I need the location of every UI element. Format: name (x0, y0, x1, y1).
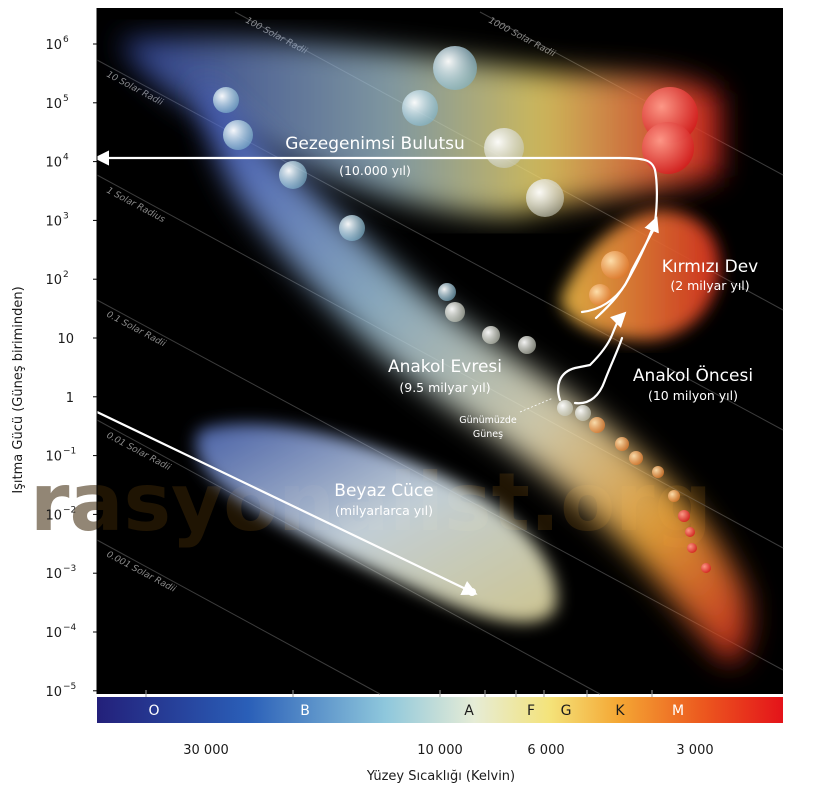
evolution-track (93, 150, 659, 595)
star (687, 543, 697, 553)
white-dwarf-band (195, 423, 557, 623)
star (589, 284, 611, 306)
label-pre-main-sequence-subtitle: (10 milyon yıl) (648, 388, 738, 403)
star (601, 251, 629, 279)
y-tick-label: 10 (45, 214, 62, 229)
y-tick-exponent: −4 (63, 623, 77, 633)
star (339, 215, 365, 241)
main-sequence-band (200, 80, 750, 665)
star (445, 302, 465, 322)
label-pre-main-sequence-title: Anakol Öncesi (633, 364, 753, 386)
label-white-dwarf-title: Beyaz Cüce (334, 481, 433, 501)
y-tick-exponent: 5 (63, 94, 69, 104)
star (678, 510, 690, 522)
sun-pointer (519, 397, 554, 413)
star (438, 283, 456, 301)
star (575, 405, 591, 421)
y-tick-exponent: 2 (63, 270, 69, 280)
y-tick-label: 10 (45, 626, 62, 641)
label-main-sequence-subtitle: (9.5 milyar yıl) (399, 380, 490, 395)
star (557, 400, 573, 416)
star (484, 128, 524, 168)
y-tick-label: 10 (45, 38, 62, 53)
y-tick-exponent: 6 (63, 35, 69, 45)
y-tick-exponent: −1 (63, 447, 76, 457)
label-main-sequence-title: Anakol Evresi (388, 357, 502, 377)
y-tick-exponent: −3 (63, 564, 76, 574)
y-axis-title: Işıtma Gücü (Güneş biriminden) (11, 286, 26, 493)
y-tick-label: 10 (45, 567, 62, 582)
spectral-class-f: F (527, 703, 535, 719)
spectral-labels: O B A F G K M (148, 703, 684, 719)
y-tick-label: 1 (66, 391, 74, 406)
region-labels: Gezegenimsi Bulutsu (10.000 yıl) Kırmızı… (285, 134, 758, 518)
star (223, 120, 253, 150)
y-tick-label: 10 (57, 332, 74, 347)
y-tick-label: 10 (45, 450, 62, 465)
stars (213, 46, 711, 596)
spectral-bar (97, 697, 783, 723)
supergiant-band (120, 37, 720, 216)
star (433, 46, 477, 90)
star (213, 87, 239, 113)
track-red-giant-loop (594, 223, 658, 320)
y-tick-exponent: −5 (63, 682, 76, 692)
label-sun-line1: Günümüzde (459, 415, 517, 426)
label-nebula-title: Gezegenimsi Bulutsu (285, 134, 465, 154)
radius-line-0.001 (96, 539, 381, 695)
x-tick-label: 10 000 (417, 743, 463, 758)
y-tick-label: 10 (45, 97, 62, 112)
star (526, 179, 564, 217)
label-sun-line2: Güneş (473, 429, 503, 440)
y-tick-exponent: 4 (63, 153, 69, 163)
star (518, 336, 536, 354)
star (279, 161, 307, 189)
track-horizontal-branch (618, 156, 658, 224)
x-tick-marks (145, 690, 653, 697)
y-tick-exponent: 3 (63, 211, 69, 221)
star (642, 122, 694, 174)
star (615, 437, 629, 451)
y-tick-label: 10 (45, 685, 62, 700)
x-axis: 30 000 10 000 6 000 3 000 Yüzey Sıcaklığ… (145, 690, 714, 784)
x-tick-label: 3 000 (676, 743, 713, 758)
spectral-class-o: O (148, 703, 159, 719)
y-tick-exponent: −2 (63, 505, 76, 515)
star (685, 527, 695, 537)
spectral-class-m: M (672, 703, 684, 719)
star (652, 466, 664, 478)
star (482, 326, 500, 344)
spectral-class-g: G (561, 703, 572, 719)
track-pre-main-sequence (557, 311, 627, 402)
track-pre-main-sequence-lower (573, 336, 624, 405)
spectral-class-b: B (300, 703, 310, 719)
x-axis-title: Yüzey Sıcaklığı (Kelvin) (366, 769, 515, 784)
spectral-class-a: A (464, 703, 474, 719)
label-red-giant-title: Kırmızı Dev (662, 257, 759, 277)
spectral-class-k: K (615, 703, 625, 719)
x-tick-label: 30 000 (183, 743, 229, 758)
star (589, 417, 605, 433)
star (629, 451, 643, 465)
x-tick-label: 6 000 (527, 743, 564, 758)
star (701, 563, 711, 573)
label-red-giant-subtitle: (2 milyar yıl) (670, 278, 749, 293)
y-tick-label: 10 (45, 508, 62, 523)
y-tick-label: 10 (45, 156, 62, 171)
star (402, 90, 438, 126)
label-white-dwarf-subtitle: (milyarlarca yıl) (335, 503, 433, 518)
y-tick-label: 10 (45, 273, 62, 288)
track-white-dwarf (95, 410, 478, 595)
label-nebula-subtitle: (10.000 yıl) (339, 163, 411, 178)
star (668, 490, 680, 502)
